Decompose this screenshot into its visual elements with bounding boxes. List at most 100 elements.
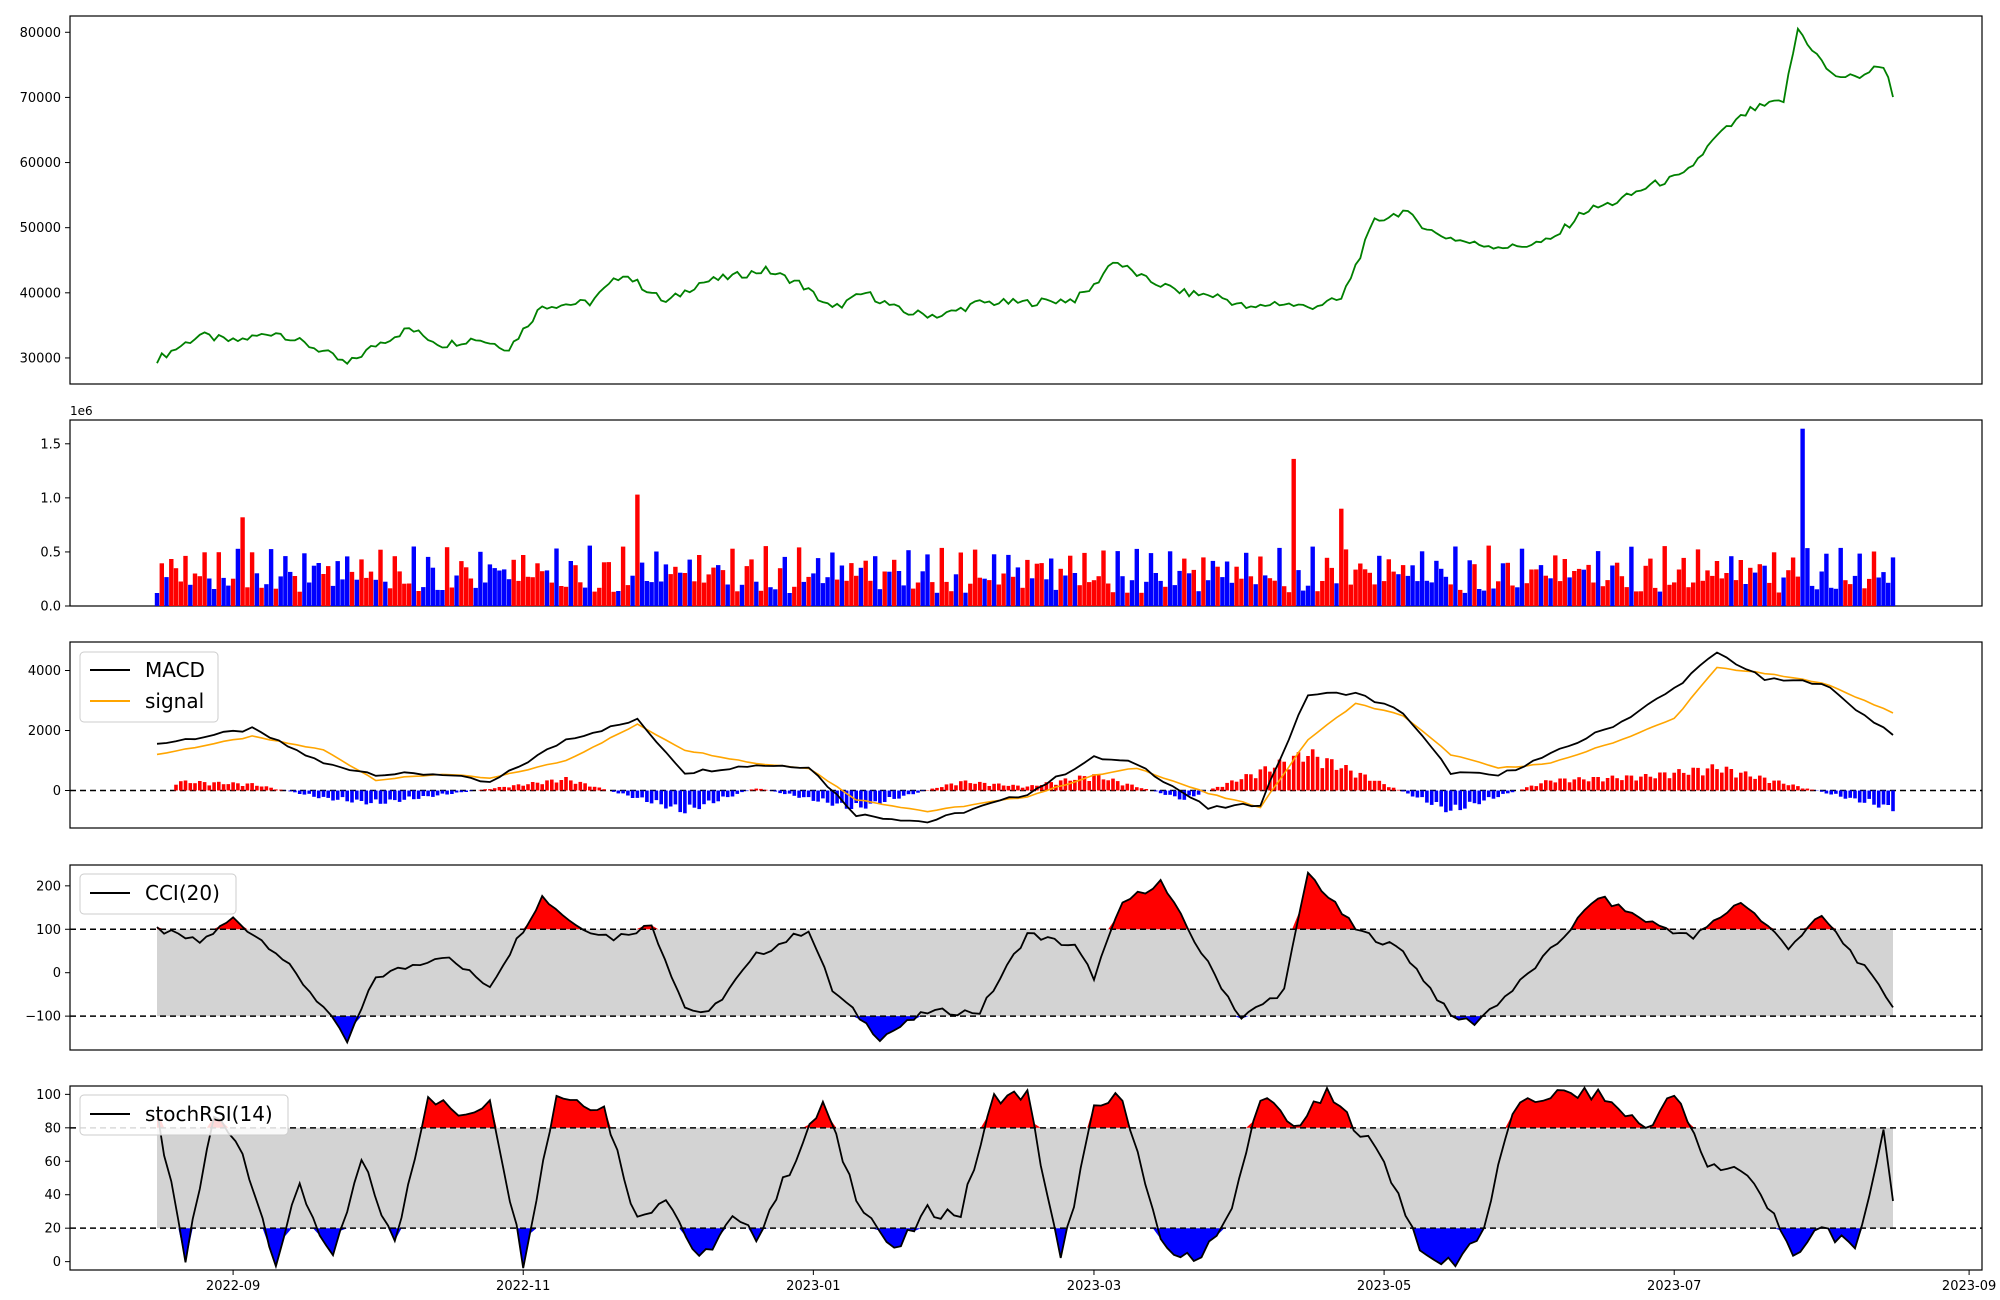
volume-bar	[1001, 573, 1006, 606]
volume-bar	[1320, 581, 1325, 606]
volume-bar	[620, 546, 626, 606]
macd-histogram-bar	[1006, 785, 1011, 791]
cci-y-axis: −100 0 100 200	[25, 879, 70, 1025]
macd-histogram-bar	[1244, 774, 1248, 791]
volume-bar	[868, 580, 873, 606]
volume-bar	[1534, 569, 1539, 606]
macd-histogram-bar	[550, 779, 554, 791]
volume-bar	[563, 586, 569, 606]
volume-bar	[1667, 584, 1672, 606]
macd-histogram-bar	[668, 790, 673, 807]
volume-bar	[1743, 584, 1748, 606]
volume-bar	[911, 588, 916, 606]
volume-bar	[521, 555, 526, 606]
volume-bar	[873, 556, 878, 606]
cci-band-fill	[157, 929, 1893, 1017]
volume-bar	[307, 582, 312, 606]
macd-histogram-bar	[1553, 782, 1558, 791]
macd-histogram-bar	[1315, 756, 1320, 791]
macd-histogram-bar	[1620, 780, 1624, 791]
volume-bar	[830, 552, 835, 606]
macd-histogram-bar	[1796, 786, 1800, 791]
macd-histogram-bar	[464, 790, 468, 792]
macd-histogram-bar	[1382, 784, 1386, 791]
macd-histogram-bar	[488, 789, 492, 791]
volume-bar	[1272, 580, 1277, 606]
price-y-tick-label-4: 70000	[20, 91, 61, 106]
volume-bar	[1167, 551, 1173, 606]
volume-bar	[625, 585, 631, 606]
macd-histogram-bar	[954, 785, 958, 791]
volume-bar	[949, 591, 954, 606]
cci-line	[156, 870, 1894, 1045]
macd-histogram-bar	[745, 790, 749, 792]
macd-histogram-bar	[1272, 767, 1277, 791]
volume-bar	[616, 591, 621, 606]
volume-bar	[673, 566, 678, 606]
volume-bar	[392, 556, 397, 606]
macd-histogram-bar	[1572, 779, 1577, 791]
volume-bar	[1144, 581, 1149, 606]
macd-histogram-bar	[1857, 790, 1862, 803]
volume-bar	[506, 579, 512, 606]
macd-histogram-bar	[331, 790, 335, 801]
macd-histogram-bar	[412, 790, 416, 800]
macd-histogram-bar	[1320, 768, 1325, 791]
macd-histogram-bar	[1192, 790, 1196, 797]
volume-bar	[1524, 583, 1529, 606]
volume-bar	[1424, 580, 1430, 606]
macd-histogram-bar	[1819, 790, 1824, 792]
macd-histogram-bar	[635, 790, 640, 798]
volume-bar	[1106, 583, 1111, 606]
volume-bar	[720, 570, 726, 606]
macd-histogram-bar	[1762, 777, 1767, 791]
macd-histogram-bar	[592, 786, 597, 791]
volume-bar	[1234, 566, 1239, 606]
volume-bar	[1419, 551, 1425, 606]
macd-histogram-bar	[692, 790, 697, 808]
macd-histogram-bar	[1824, 790, 1829, 794]
macd-histogram-bar	[1230, 780, 1234, 791]
volume-bar	[1848, 584, 1853, 606]
volume-bar	[735, 591, 740, 606]
macd-histogram-bar	[1039, 785, 1044, 791]
macd-histogram-bar	[1306, 756, 1310, 791]
price-y-tick-label-5: 80000	[20, 26, 61, 41]
volume-bar	[459, 561, 464, 606]
volume-bar	[525, 576, 531, 606]
macd-histogram-bar	[516, 784, 521, 791]
macd-histogram-bar	[374, 790, 378, 800]
volume-bar	[1805, 548, 1810, 606]
volume-bar	[1087, 582, 1092, 606]
macd-histogram-bar	[1753, 778, 1757, 791]
macd-histogram-bar	[340, 790, 345, 798]
macd-histogram-bar	[1758, 775, 1762, 791]
volume-bar	[1049, 558, 1054, 606]
macd-histogram-bar	[716, 790, 720, 802]
volume-bar	[1705, 570, 1710, 606]
macd-histogram-bar	[431, 790, 435, 797]
volume-bar	[977, 577, 982, 606]
volume-bar	[230, 578, 236, 606]
macd-histogram	[174, 749, 1895, 814]
macd-histogram-bar	[1748, 776, 1753, 791]
macd-histogram-bar	[1739, 772, 1743, 791]
cci-legend: CCI(20)	[79, 873, 237, 915]
macd-histogram-bar	[1743, 771, 1748, 791]
volume-bar	[982, 578, 987, 606]
macd-histogram-bar	[350, 790, 354, 803]
macd-histogram-bar	[1368, 780, 1372, 791]
macd-histogram-bar	[1130, 784, 1134, 791]
volume-bar	[483, 582, 488, 606]
volume-bar	[1010, 576, 1016, 606]
volume-bar	[192, 573, 198, 606]
macd-histogram-bar	[530, 782, 535, 791]
volume-bar	[587, 545, 592, 606]
volume-bar	[154, 593, 160, 606]
macd-histogram-bar	[840, 790, 844, 803]
macd-histogram-bar	[359, 790, 364, 801]
macd-histogram-bar	[1658, 772, 1662, 791]
macd-histogram-bar	[1234, 781, 1239, 791]
volume-bar	[744, 566, 749, 606]
